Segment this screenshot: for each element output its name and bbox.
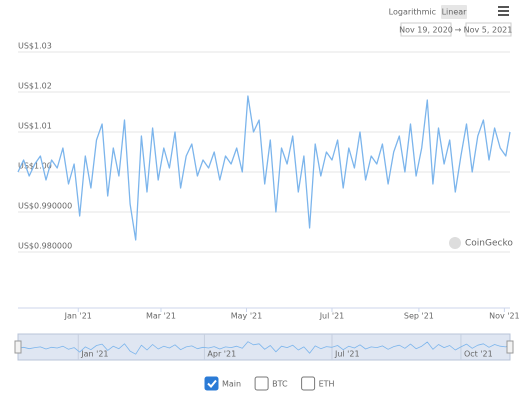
y-tick-label: US$1.01: [18, 122, 52, 131]
menu-icon[interactable]: [498, 14, 509, 16]
x-tick-label: Nov '21: [489, 312, 520, 321]
y-tick-label: US$0.980000: [18, 242, 72, 251]
menu-icon[interactable]: [498, 6, 509, 8]
navigator-tick-label: Jan '21: [80, 350, 108, 359]
x-tick-label: Jul '21: [319, 312, 345, 321]
legend-label[interactable]: ETH: [319, 380, 335, 389]
y-tick-label: US$0.990000: [18, 202, 72, 211]
range-from-box[interactable]: [400, 22, 452, 37]
x-tick-label: Jan '21: [64, 312, 92, 321]
navigator-tick-label: Jul '21: [334, 350, 360, 359]
range-from[interactable]: Nov 19, 2020: [399, 26, 453, 35]
navigator-tick-label: Apr '21: [207, 350, 236, 359]
menu-icon[interactable]: [498, 10, 509, 12]
watermark-logo: [449, 237, 461, 249]
range-separator: →: [455, 26, 462, 35]
range-to[interactable]: Nov 5, 2021: [464, 26, 513, 35]
range-to-box[interactable]: [465, 22, 512, 37]
scale-button-bg[interactable]: [441, 5, 467, 19]
watermark: CoinGecko: [465, 239, 513, 249]
y-tick-label: US$1.03: [18, 42, 52, 51]
check-mark: [207, 379, 217, 388]
legend-label[interactable]: Main: [222, 380, 241, 389]
legend-checkbox[interactable]: [301, 376, 316, 391]
navigator-line: [17, 341, 511, 355]
legend-label[interactable]: BTC: [272, 380, 288, 389]
legend-checkbox[interactable]: [204, 376, 219, 391]
legend-checkbox[interactable]: [254, 376, 269, 391]
navigator-handle[interactable]: [506, 340, 514, 354]
y-tick-label: US$1.02: [18, 82, 52, 91]
navigator-tick-label: Oct '21: [464, 350, 493, 359]
y-tick-label: US$1.00: [18, 162, 52, 171]
x-tick-label: May '21: [231, 312, 262, 321]
scale-button[interactable]: Logarithmic: [389, 8, 436, 17]
price-line: [17, 95, 511, 241]
x-tick-label: Mar '21: [146, 312, 176, 321]
navigator-handle[interactable]: [14, 340, 22, 354]
x-tick-label: Sep '21: [404, 312, 434, 321]
scale-button[interactable]: Linear: [442, 8, 468, 17]
